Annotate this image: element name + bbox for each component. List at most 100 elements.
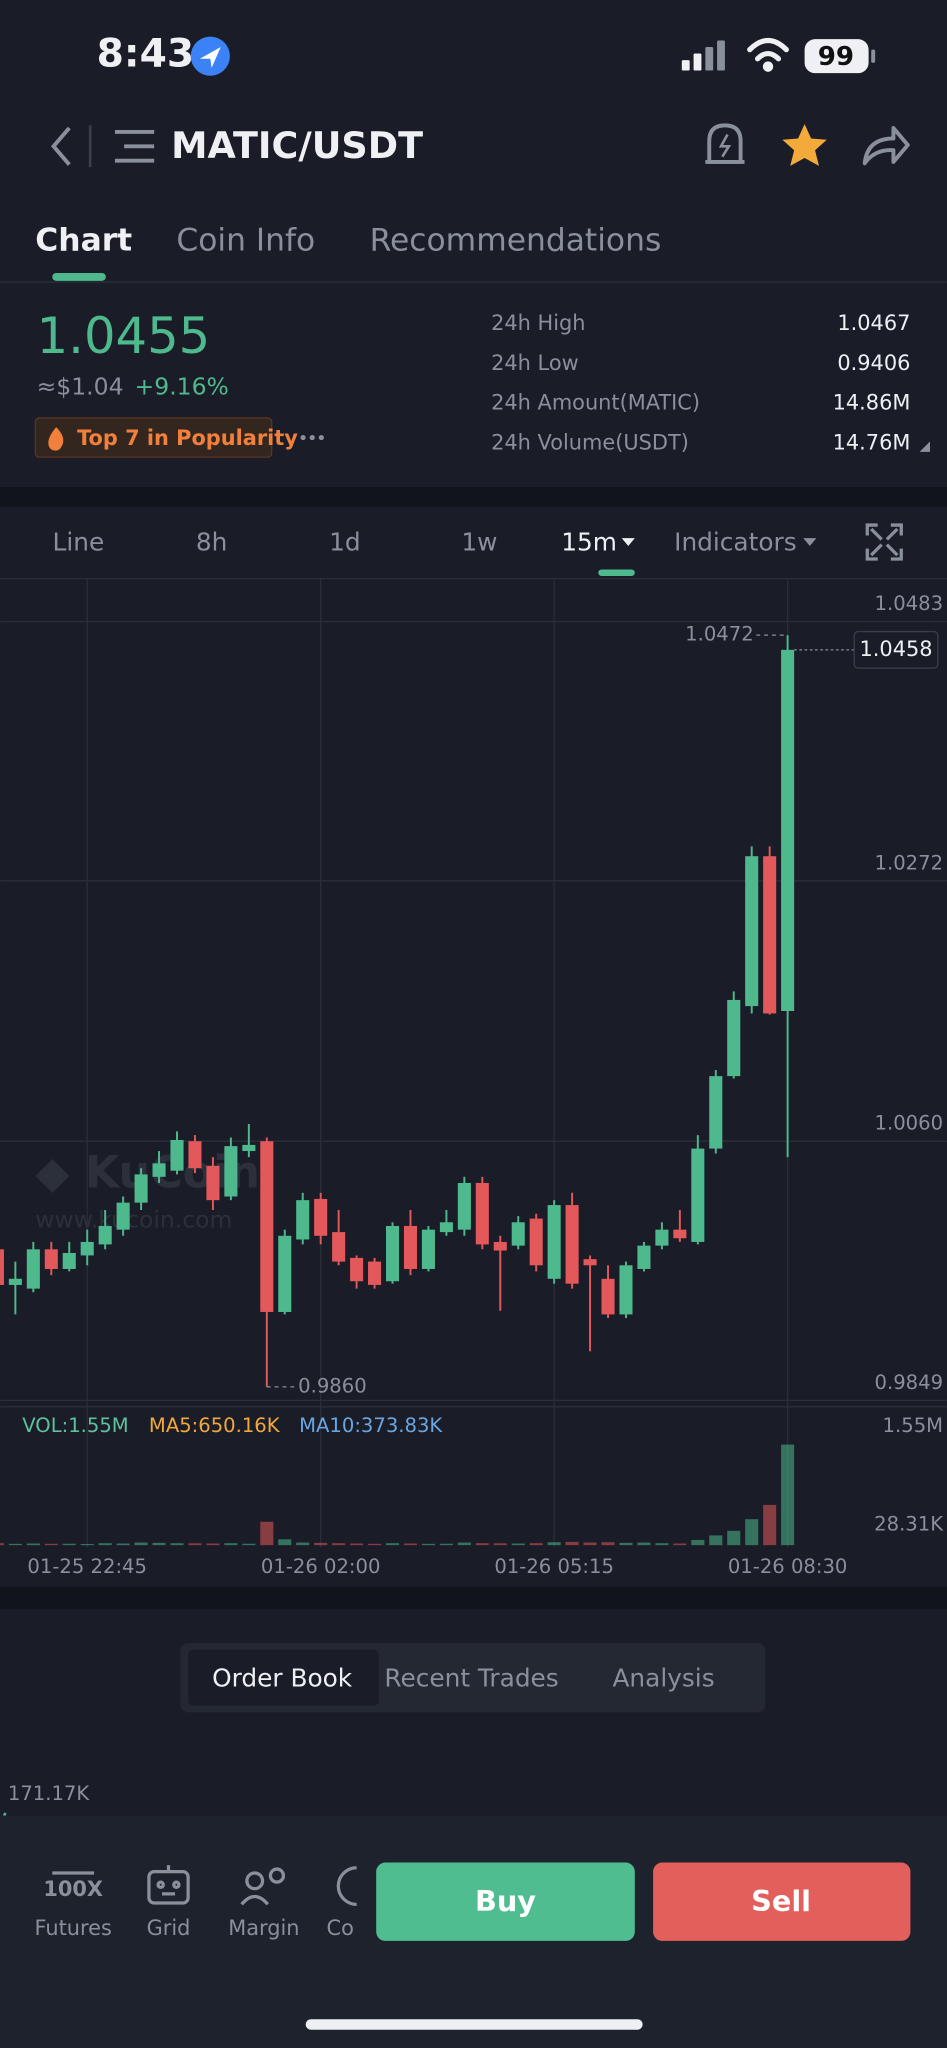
candle-body (332, 1232, 346, 1262)
volume-bar (655, 1543, 669, 1546)
candle-body (475, 1182, 489, 1245)
volume-bar (619, 1542, 633, 1546)
candle-body (691, 1148, 705, 1242)
battery-cap (871, 49, 876, 63)
volume-legend: VOL:1.55M (22, 1414, 128, 1437)
sell-label[interactable]: Sell (751, 1884, 811, 1918)
y-tick-label: 0.9849 (875, 1371, 944, 1394)
svg-text:100X: 100X (43, 1877, 103, 1901)
location-arrow (199, 47, 221, 68)
candle-body (601, 1278, 615, 1315)
volume-bar (116, 1543, 130, 1546)
candle-body (493, 1241, 507, 1251)
volume-bar (727, 1530, 741, 1546)
volume-bar (188, 1543, 202, 1546)
volume-bar (260, 1521, 274, 1546)
back-button[interactable] (51, 126, 71, 166)
alert-button[interactable] (705, 123, 745, 164)
volume-bar (242, 1543, 256, 1546)
segment[interactable]: Order Book (212, 1664, 353, 1693)
x-tick-label: 01-26 05:15 (494, 1555, 614, 1578)
nav-label[interactable]: Co (327, 1916, 354, 1940)
separator (0, 1586, 947, 1610)
volume-bar (457, 1542, 471, 1546)
share-button[interactable] (862, 126, 910, 166)
menu-button[interactable] (114, 129, 155, 163)
y-tick-label: 1.0060 (875, 1112, 944, 1135)
candle-body (745, 856, 759, 1007)
nav-label[interactable]: Futures (34, 1916, 111, 1940)
stat-label: 24h Low (491, 351, 579, 375)
more-button[interactable] (300, 434, 324, 441)
candle-body (8, 1278, 22, 1285)
candle-body (583, 1259, 597, 1266)
interval-option[interactable]: 1d (329, 527, 361, 556)
interval-option[interactable]: Line (53, 527, 105, 556)
volume-bar (0, 1543, 4, 1546)
stat-label: 24h High (491, 311, 585, 335)
sell-button[interactable] (653, 1862, 911, 1941)
stats-toggle[interactable] (919, 441, 930, 452)
candle-body (547, 1205, 561, 1279)
segment[interactable]: Analysis (612, 1664, 714, 1693)
candle-body (457, 1182, 471, 1230)
interval-option[interactable]: 15m (561, 527, 617, 556)
candle-body (314, 1198, 328, 1236)
nav-label[interactable]: Grid (147, 1916, 191, 1940)
candle-body (26, 1249, 40, 1289)
candle-body (673, 1229, 687, 1239)
candle-body (188, 1141, 202, 1169)
depth-label: 171.17K (8, 1782, 91, 1805)
candle-body (242, 1144, 256, 1152)
candle-body (421, 1229, 435, 1269)
volume-bar (691, 1539, 705, 1546)
buy-label[interactable]: Buy (475, 1884, 536, 1918)
volume-bar (781, 1444, 795, 1546)
last-price: 1.0455 (37, 307, 211, 365)
volume-bar (637, 1542, 651, 1546)
dropdown-arrow (803, 538, 817, 546)
tab[interactable]: Recommendations (370, 223, 662, 259)
battery (804, 39, 869, 74)
candle-body (134, 1174, 148, 1203)
stat-label: 24h Amount(MATIC) (491, 391, 700, 415)
tab[interactable]: Coin Info (176, 223, 315, 259)
stat-value: 14.76M (833, 430, 911, 454)
volume-bar (583, 1542, 597, 1546)
fire-icon (48, 427, 64, 451)
candle-body (727, 999, 741, 1077)
volume-bar (206, 1543, 220, 1546)
favorite-button[interactable] (782, 124, 827, 166)
volume-bar (170, 1543, 184, 1546)
volume-bar (547, 1542, 561, 1546)
candle-body (260, 1141, 274, 1312)
volume-bar (601, 1542, 615, 1546)
volume-bar (529, 1543, 543, 1546)
candle-body (0, 1249, 4, 1285)
interval-option[interactable]: 1w (461, 527, 497, 556)
segment[interactable]: Recent Trades (384, 1664, 558, 1693)
fullscreen-button[interactable] (865, 523, 903, 561)
interval-option[interactable]: Indicators (674, 527, 797, 556)
candle-body (781, 649, 795, 1012)
interval-option[interactable]: 8h (196, 527, 228, 556)
buy-button[interactable] (376, 1862, 635, 1941)
candle-body (350, 1257, 364, 1282)
volume-bar (314, 1542, 328, 1546)
volume-bar (296, 1542, 310, 1546)
last-price-label: 1.0458 (860, 637, 933, 661)
nav-label[interactable]: Margin (228, 1916, 299, 1940)
y-tick-label: 1.0272 (875, 851, 944, 874)
candle-body (385, 1225, 400, 1282)
volume-bar (8, 1543, 22, 1546)
volume-bar (745, 1519, 759, 1546)
volume-bar (511, 1543, 525, 1546)
volume-bar (98, 1543, 112, 1546)
tab[interactable]: Chart (35, 223, 132, 259)
home-indicator (305, 2019, 643, 2030)
volume-bar (439, 1543, 453, 1546)
stat-label: 24h Volume(USDT) (491, 430, 689, 454)
popularity-badge[interactable] (34, 417, 273, 458)
candle-body (224, 1146, 238, 1197)
